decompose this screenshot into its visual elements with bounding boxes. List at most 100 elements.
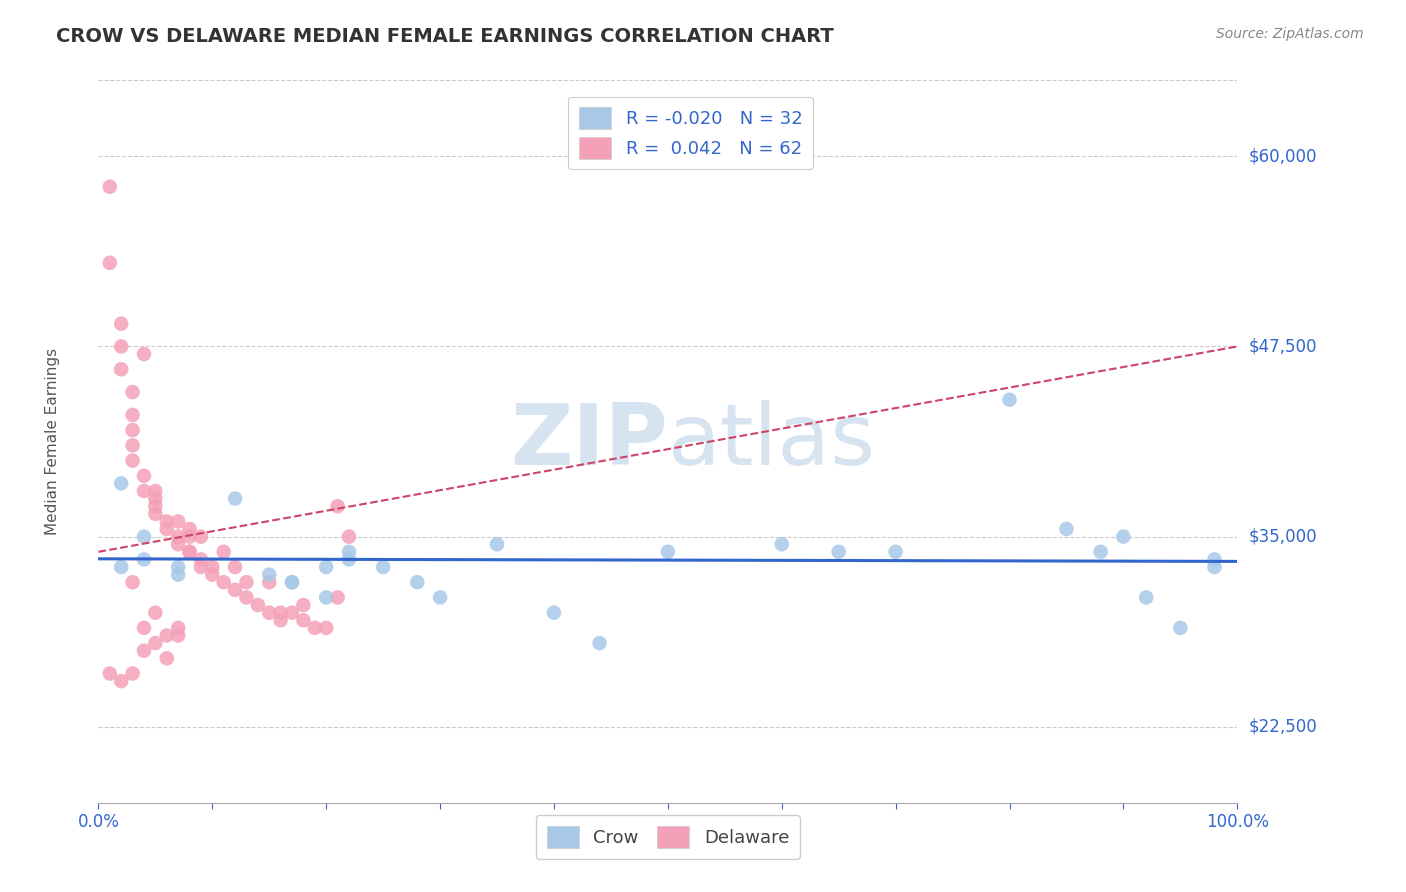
Point — [224, 560, 246, 574]
Point — [132, 621, 155, 635]
Point — [98, 179, 121, 194]
Text: atlas: atlas — [668, 400, 876, 483]
Point — [588, 636, 610, 650]
Point — [167, 530, 190, 544]
Point — [259, 606, 281, 620]
Point — [224, 491, 246, 506]
Point — [167, 537, 190, 551]
Point — [132, 552, 155, 566]
Point — [179, 545, 201, 559]
Point — [406, 575, 429, 590]
Point — [98, 256, 121, 270]
Point — [167, 621, 190, 635]
Point — [281, 606, 304, 620]
Point — [259, 567, 281, 582]
Point — [132, 643, 155, 657]
Point — [1204, 560, 1226, 574]
Point — [167, 567, 190, 582]
Point — [281, 575, 304, 590]
Point — [156, 515, 179, 529]
Point — [110, 362, 132, 376]
Point — [315, 560, 337, 574]
Point — [110, 476, 132, 491]
Point — [132, 530, 155, 544]
Point — [224, 582, 246, 597]
Point — [337, 545, 360, 559]
Point — [132, 483, 155, 498]
Point — [884, 545, 907, 559]
Point — [235, 575, 257, 590]
Point — [121, 575, 143, 590]
Legend: Crow, Delaware: Crow, Delaware — [536, 815, 800, 859]
Point — [270, 606, 292, 620]
Point — [315, 591, 337, 605]
Point — [770, 537, 793, 551]
Point — [1112, 530, 1135, 544]
Point — [337, 530, 360, 544]
Point — [145, 507, 167, 521]
Point — [259, 575, 281, 590]
Point — [201, 560, 224, 574]
Point — [326, 499, 349, 513]
Point — [121, 385, 143, 400]
Point — [132, 468, 155, 483]
Point — [235, 591, 257, 605]
Point — [98, 666, 121, 681]
Point — [121, 438, 143, 452]
Point — [121, 666, 143, 681]
Point — [179, 530, 201, 544]
Point — [190, 530, 212, 544]
Point — [371, 560, 394, 574]
Point — [201, 567, 224, 582]
Point — [212, 575, 235, 590]
Point — [1135, 591, 1157, 605]
Point — [326, 591, 349, 605]
Point — [167, 560, 190, 574]
Point — [828, 545, 851, 559]
Point — [212, 545, 235, 559]
Point — [179, 545, 201, 559]
Point — [121, 453, 143, 467]
Text: $22,500: $22,500 — [1249, 718, 1317, 736]
Point — [156, 628, 179, 642]
Text: Source: ZipAtlas.com: Source: ZipAtlas.com — [1216, 27, 1364, 41]
Text: $47,500: $47,500 — [1249, 337, 1317, 356]
Point — [145, 636, 167, 650]
Point — [190, 552, 212, 566]
Point — [1170, 621, 1192, 635]
Point — [292, 613, 315, 627]
Point — [145, 606, 167, 620]
Point — [543, 606, 565, 620]
Point — [1054, 522, 1078, 536]
Point — [281, 575, 304, 590]
Point — [190, 560, 212, 574]
Point — [315, 621, 337, 635]
Point — [1204, 552, 1226, 566]
Point — [1090, 545, 1112, 559]
Point — [179, 522, 201, 536]
Point — [156, 651, 179, 665]
Text: $35,000: $35,000 — [1249, 527, 1317, 546]
Point — [337, 552, 360, 566]
Text: $60,000: $60,000 — [1249, 147, 1317, 165]
Text: CROW VS DELAWARE MEDIAN FEMALE EARNINGS CORRELATION CHART: CROW VS DELAWARE MEDIAN FEMALE EARNINGS … — [56, 27, 834, 45]
Point — [167, 628, 190, 642]
Point — [167, 515, 190, 529]
Point — [486, 537, 509, 551]
Point — [110, 674, 132, 689]
Point — [145, 491, 167, 506]
Point — [657, 545, 679, 559]
Point — [246, 598, 269, 612]
Point — [110, 339, 132, 353]
Point — [110, 560, 132, 574]
Point — [270, 613, 292, 627]
Point — [156, 522, 179, 536]
Point — [292, 598, 315, 612]
Point — [121, 423, 143, 437]
Text: Median Female Earnings: Median Female Earnings — [45, 348, 60, 535]
Point — [110, 317, 132, 331]
Point — [145, 499, 167, 513]
Point — [429, 591, 451, 605]
Point — [145, 483, 167, 498]
Point — [998, 392, 1021, 407]
